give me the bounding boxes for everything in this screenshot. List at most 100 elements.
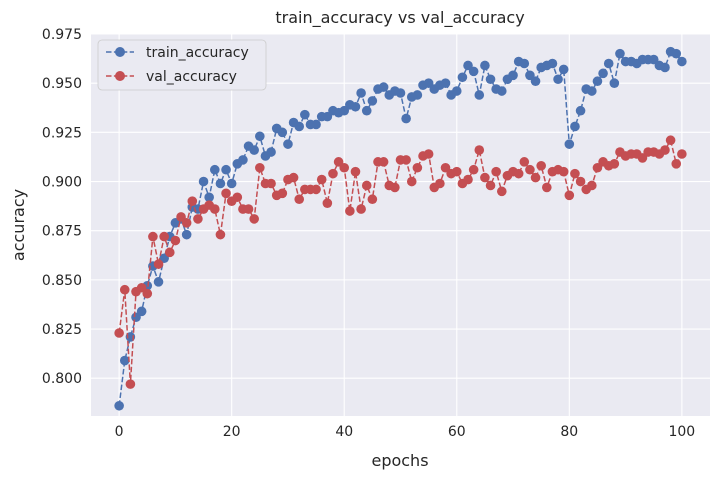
data-point [564,139,575,149]
data-point [395,88,406,98]
data-point [322,198,333,208]
data-point [311,119,321,130]
legend-marker-train [115,47,125,57]
data-point [536,160,546,171]
y-tick-labels: 0.800 0.825 0.850 0.875 0.900 0.925 0.950 0.975 [42,27,82,387]
data-point [232,192,243,203]
data-point [491,166,501,177]
data-point [294,194,305,205]
data-point [660,62,670,73]
data-point [350,101,361,112]
data-point [153,259,164,269]
data-point [288,172,299,183]
data-point [283,139,293,149]
data-point [575,105,586,116]
data-point [480,60,490,71]
data-point [485,74,496,85]
data-point [570,168,580,179]
data-point [474,90,485,100]
data-point [671,159,682,169]
data-point [367,96,378,106]
data-point [159,231,169,242]
legend-marker-val [115,71,125,81]
data-point [547,58,558,69]
series-train_accuracy [114,46,687,411]
data-point [255,162,265,173]
data-point [609,159,620,169]
data-point [480,172,490,183]
data-point [378,82,389,92]
data-point [390,182,400,193]
data-point [221,164,231,175]
data-point [558,64,569,75]
data-point [457,72,468,83]
data-point [451,86,462,96]
data-point [114,400,124,411]
data-point [198,176,209,187]
data-point [401,155,411,165]
data-point [451,166,462,177]
data-point [378,157,389,167]
grid [91,33,710,416]
series-val_accuracy [114,135,687,389]
y-tick-label: 0.800 [42,371,82,387]
data-point [215,178,226,189]
data-point [530,76,541,87]
data-point [294,121,305,132]
data-point [660,145,670,155]
data-point [406,176,417,187]
data-point [587,180,597,191]
data-point [215,229,226,240]
data-point [468,66,479,77]
data-point [513,168,524,179]
legend-box [97,39,267,91]
x-tick-label: 80 [560,424,578,440]
x-tick-label: 60 [448,424,466,440]
data-point [328,168,338,179]
data-point [181,229,192,240]
data-point [519,157,530,167]
data-point [119,355,130,366]
legend-label-train: train_accuracy [146,45,249,61]
data-point [142,288,153,299]
y-tick-label: 0.825 [42,322,82,338]
data-point [339,162,350,173]
data-point [401,113,411,124]
data-point [558,166,569,177]
data-point [435,178,445,189]
data-point [300,109,310,120]
data-point [665,135,676,146]
data-point [193,214,203,224]
data-point [542,182,552,193]
data-point [553,74,563,85]
x-tick-label: 20 [223,424,241,440]
data-point [677,56,687,67]
data-point [316,174,327,185]
data-point [277,188,288,199]
data-point [210,164,220,175]
data-point [238,155,248,165]
data-point [575,176,586,187]
data-point [468,164,479,175]
data-point [423,149,434,159]
data-point [519,58,530,69]
data-point [136,306,147,317]
data-point [440,78,451,88]
y-tick-label: 0.850 [42,273,82,289]
data-point [221,188,231,199]
data-point [603,58,614,69]
data-point [277,127,288,138]
data-point [266,147,276,157]
data-point [356,204,366,214]
data-point [249,214,259,224]
data-point [249,145,259,155]
y-tick-label: 0.950 [42,76,82,92]
y-axis-label: accuracy [9,189,28,261]
y-tick-label: 0.925 [42,125,82,141]
data-point [463,174,473,185]
legend: train_accuracy val_accuracy [97,39,267,91]
data-point [609,78,620,88]
data-point [356,88,366,98]
